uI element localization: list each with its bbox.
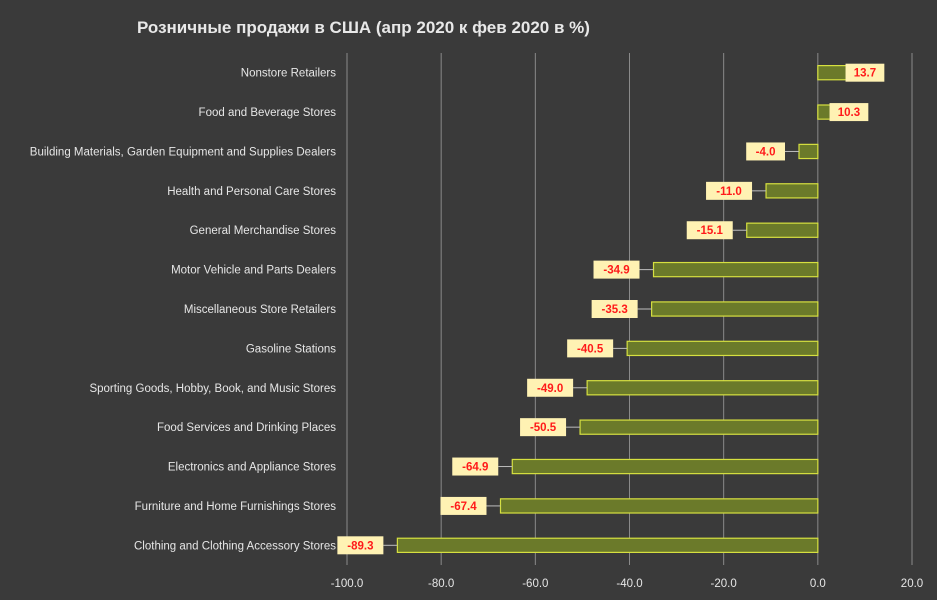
data-label-box — [591, 300, 638, 318]
x-tick-label: 20.0 — [901, 578, 923, 590]
data-label: -35.3 — [602, 304, 628, 316]
data-label: -64.9 — [462, 462, 488, 474]
data-label-box — [452, 457, 499, 476]
data-label-box — [520, 418, 567, 437]
data-label-box — [527, 378, 574, 397]
category-label: Electronics and Appliance Stores — [168, 462, 336, 474]
category-label: Miscellaneous Store Retailers — [184, 304, 336, 316]
x-tick-label: -100.0 — [331, 578, 364, 590]
x-tick-label: 0.0 — [810, 578, 826, 590]
category-label: Motor Vehicle and Parts Dealers — [171, 265, 336, 277]
data-label-box — [686, 221, 733, 240]
bar — [586, 380, 819, 396]
data-labels: 13.7 10.3 -4.0 -11.0 -15.1 -34.9 -35.3 -40.5 -49… — [337, 63, 885, 555]
x-tick-label: -60.0 — [522, 578, 548, 590]
data-label-box — [706, 181, 753, 200]
x-tick-label: -40.0 — [616, 578, 642, 590]
bar — [746, 222, 819, 238]
data-label: 13.7 — [854, 68, 876, 80]
data-label: -89.3 — [347, 540, 373, 552]
data-label: -40.5 — [577, 343, 604, 355]
bar — [798, 143, 819, 160]
chart-title: Розничные продажи в США (апр 2020 к фев … — [137, 18, 590, 37]
data-label-box — [829, 103, 869, 122]
category-label: Sporting Goods, Hobby, Book, and Music S… — [89, 383, 336, 395]
bar — [499, 498, 819, 514]
bar — [765, 183, 819, 199]
bar — [652, 261, 819, 278]
data-label-box — [440, 496, 487, 515]
bar — [626, 340, 819, 357]
data-label: -15.1 — [697, 225, 724, 237]
category-label: Food Services and Drinking Places — [157, 422, 336, 434]
category-label: General Merchandise Stores — [190, 225, 337, 237]
data-label: -50.5 — [530, 422, 557, 434]
bar — [396, 537, 819, 553]
bar — [651, 301, 819, 317]
data-label: -11.0 — [716, 186, 742, 198]
data-label-box — [567, 339, 614, 358]
data-label: -34.9 — [603, 265, 629, 277]
x-tick-labels: -100.0 -80.0 -60.0 -40.0 -20.0 0.0 20.0 — [331, 578, 924, 590]
data-label-box — [845, 63, 885, 82]
x-tick-label: -20.0 — [711, 578, 737, 590]
category-label: Furniture and Home Furnishings Stores — [135, 501, 337, 513]
category-label: Clothing and Clothing Accessory Stores — [134, 540, 336, 552]
data-label: -4.0 — [756, 146, 776, 158]
category-labels: Nonstore Retailers Food and Beverage Stor… — [30, 68, 336, 553]
data-label: -49.0 — [537, 383, 563, 395]
data-label-box — [593, 260, 640, 279]
category-label: Gasoline Stations — [246, 343, 336, 355]
category-label: Building Materials, Garden Equipment and… — [30, 146, 336, 158]
data-label: 10.3 — [838, 107, 860, 119]
bar — [579, 419, 819, 435]
bar — [511, 458, 819, 475]
category-label: Food and Beverage Stores — [199, 107, 337, 119]
category-label: Nonstore Retailers — [241, 68, 336, 80]
data-label-box — [746, 142, 785, 161]
data-label: -67.4 — [450, 501, 477, 513]
data-label-box — [337, 536, 384, 555]
category-label: Health and Personal Care Stores — [167, 186, 336, 198]
x-tick-label: -80.0 — [428, 578, 454, 590]
